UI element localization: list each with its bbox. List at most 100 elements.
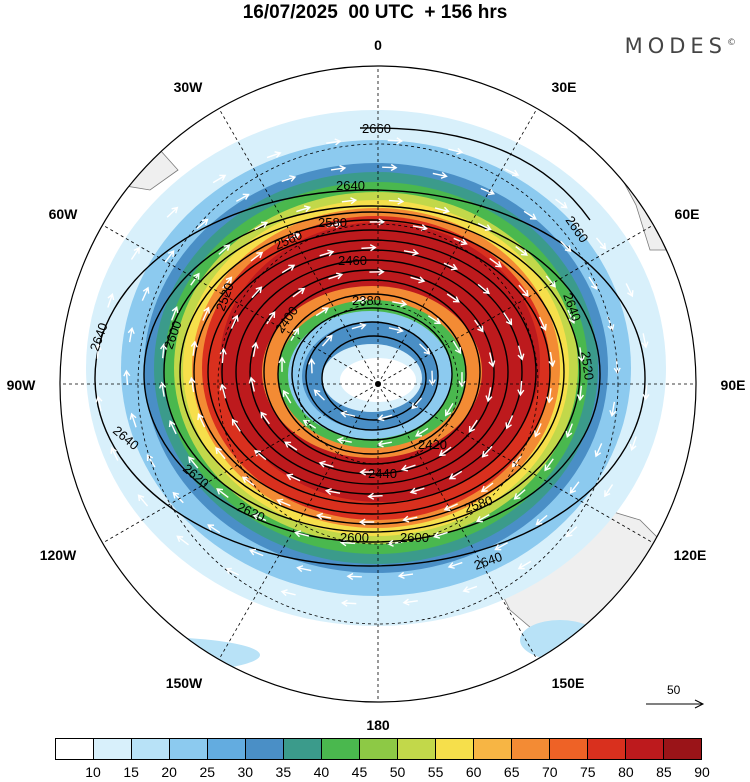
streamline-arrow bbox=[196, 218, 209, 230]
streamline-arrow bbox=[281, 175, 297, 183]
meridian-line bbox=[377, 224, 654, 385]
streamline-arrow bbox=[409, 487, 425, 495]
streamline-arrow bbox=[328, 272, 344, 280]
reference-vector-arrow bbox=[646, 699, 705, 709]
lon-label-0: 0 bbox=[374, 37, 382, 53]
colorbar-box bbox=[398, 739, 436, 759]
streamline-arrow bbox=[286, 473, 301, 482]
colorbar-label: 50 bbox=[389, 764, 406, 780]
streamline-arrow bbox=[402, 598, 418, 606]
streamline-arrow bbox=[166, 206, 179, 218]
streamline-arrow bbox=[480, 482, 494, 493]
streamline-arrow bbox=[316, 512, 332, 520]
streamline-arrow bbox=[392, 300, 408, 308]
streamline-arrow bbox=[535, 514, 548, 526]
streamline-arrow bbox=[403, 248, 420, 257]
streamline-arrow bbox=[164, 249, 175, 263]
meridian-line bbox=[377, 383, 538, 660]
streamline-arrow bbox=[367, 492, 383, 500]
streamline-arrow bbox=[207, 524, 221, 534]
colorbar-box bbox=[436, 739, 474, 759]
streamline-arrow bbox=[241, 476, 255, 487]
contour-label-2600: 2600 bbox=[340, 530, 369, 545]
streamline-arrow bbox=[235, 193, 250, 202]
colorbar-box bbox=[94, 739, 132, 759]
streamline-arrow bbox=[319, 249, 335, 257]
streamline-arrow bbox=[477, 283, 490, 295]
lon-label-180: 180 bbox=[366, 717, 390, 733]
streamline-arrow bbox=[447, 561, 463, 569]
streamline-arrow bbox=[382, 163, 398, 172]
streamline-arrow bbox=[414, 427, 429, 437]
streamline-arrow bbox=[130, 246, 140, 260]
lon-label-30w: 30W bbox=[174, 79, 204, 95]
streamline-arrow bbox=[286, 232, 301, 241]
streamline-arrow bbox=[468, 419, 478, 433]
streamline-arrow bbox=[230, 314, 239, 329]
streamline-arrow bbox=[224, 567, 240, 576]
colorbar-box bbox=[550, 739, 588, 759]
contour-2600 bbox=[163, 211, 581, 533]
contour-2560 bbox=[193, 229, 551, 515]
streamline-arrow bbox=[95, 395, 103, 411]
polar-map: 2660 2660 2640 2640 2640 2640 2640 2620 … bbox=[7, 37, 746, 733]
colorbar-box bbox=[246, 739, 284, 759]
streamline-arrow bbox=[190, 272, 200, 286]
streamline-arrow bbox=[609, 401, 617, 417]
streamline-arrow bbox=[475, 514, 490, 523]
streamline-arrow bbox=[517, 380, 525, 397]
meridian-line bbox=[218, 108, 379, 385]
streamline-arrow bbox=[481, 445, 493, 458]
contour-label-2660: 2660 bbox=[362, 121, 391, 136]
streamline-arrow bbox=[94, 343, 102, 359]
meridian-line bbox=[102, 383, 379, 544]
shade-patch-south bbox=[60, 637, 260, 673]
meridian-line bbox=[377, 108, 538, 385]
streamline-arrow bbox=[432, 171, 448, 179]
streamline-arrow bbox=[503, 312, 513, 326]
streamline-arrow bbox=[326, 221, 342, 229]
streamline-arrow bbox=[212, 174, 227, 184]
streamline-arrow bbox=[260, 411, 270, 425]
streamline-arrow bbox=[222, 276, 233, 289]
streamline-arrow bbox=[419, 343, 431, 355]
streamline-arrow bbox=[595, 237, 607, 250]
streamline-arrow bbox=[252, 513, 267, 522]
streamline-arrow bbox=[538, 316, 547, 331]
streamline-arrow bbox=[546, 388, 554, 404]
colorbar-label: 90 bbox=[694, 764, 710, 780]
streamline-arrow bbox=[146, 454, 156, 468]
streamline-arrow bbox=[302, 419, 317, 429]
colorbar-label: 40 bbox=[313, 764, 330, 780]
streamline-arrow bbox=[513, 489, 526, 500]
streamline-arrow bbox=[388, 197, 405, 205]
streamline-arrow bbox=[489, 257, 503, 268]
streamline-arrow bbox=[197, 413, 206, 428]
streamline-arrow bbox=[515, 246, 528, 256]
streamline-arrow bbox=[188, 376, 196, 393]
streamline-arrow bbox=[488, 352, 496, 368]
streamline-arrow bbox=[281, 264, 296, 274]
streamline-arrow bbox=[555, 198, 568, 209]
colorbar-label: 10 bbox=[85, 764, 101, 780]
streamline-arrow bbox=[219, 383, 227, 399]
streamline-arrow bbox=[369, 268, 385, 276]
streamline-arrow bbox=[276, 498, 291, 507]
streamline-arrow bbox=[137, 494, 149, 507]
streamline-arrow bbox=[359, 468, 375, 476]
streamline-arrow bbox=[129, 412, 137, 428]
streamline-arrow bbox=[445, 403, 454, 417]
streamline-arrow bbox=[544, 458, 554, 472]
streamline-arrow bbox=[565, 423, 573, 438]
colorbar-label: 70 bbox=[541, 764, 558, 780]
streamline-arrow bbox=[545, 275, 556, 288]
streamline-arrow bbox=[438, 446, 452, 457]
streamline-arrow bbox=[326, 138, 342, 146]
streamline-arrow bbox=[625, 283, 634, 298]
colorbar-label: 25 bbox=[199, 764, 216, 780]
streamline-arrow bbox=[254, 221, 269, 230]
streamline-arrow bbox=[402, 515, 418, 523]
streamline-arrow bbox=[518, 284, 529, 297]
streamline-arrow bbox=[569, 481, 580, 495]
contour-label-2580: 2580 bbox=[318, 215, 347, 230]
